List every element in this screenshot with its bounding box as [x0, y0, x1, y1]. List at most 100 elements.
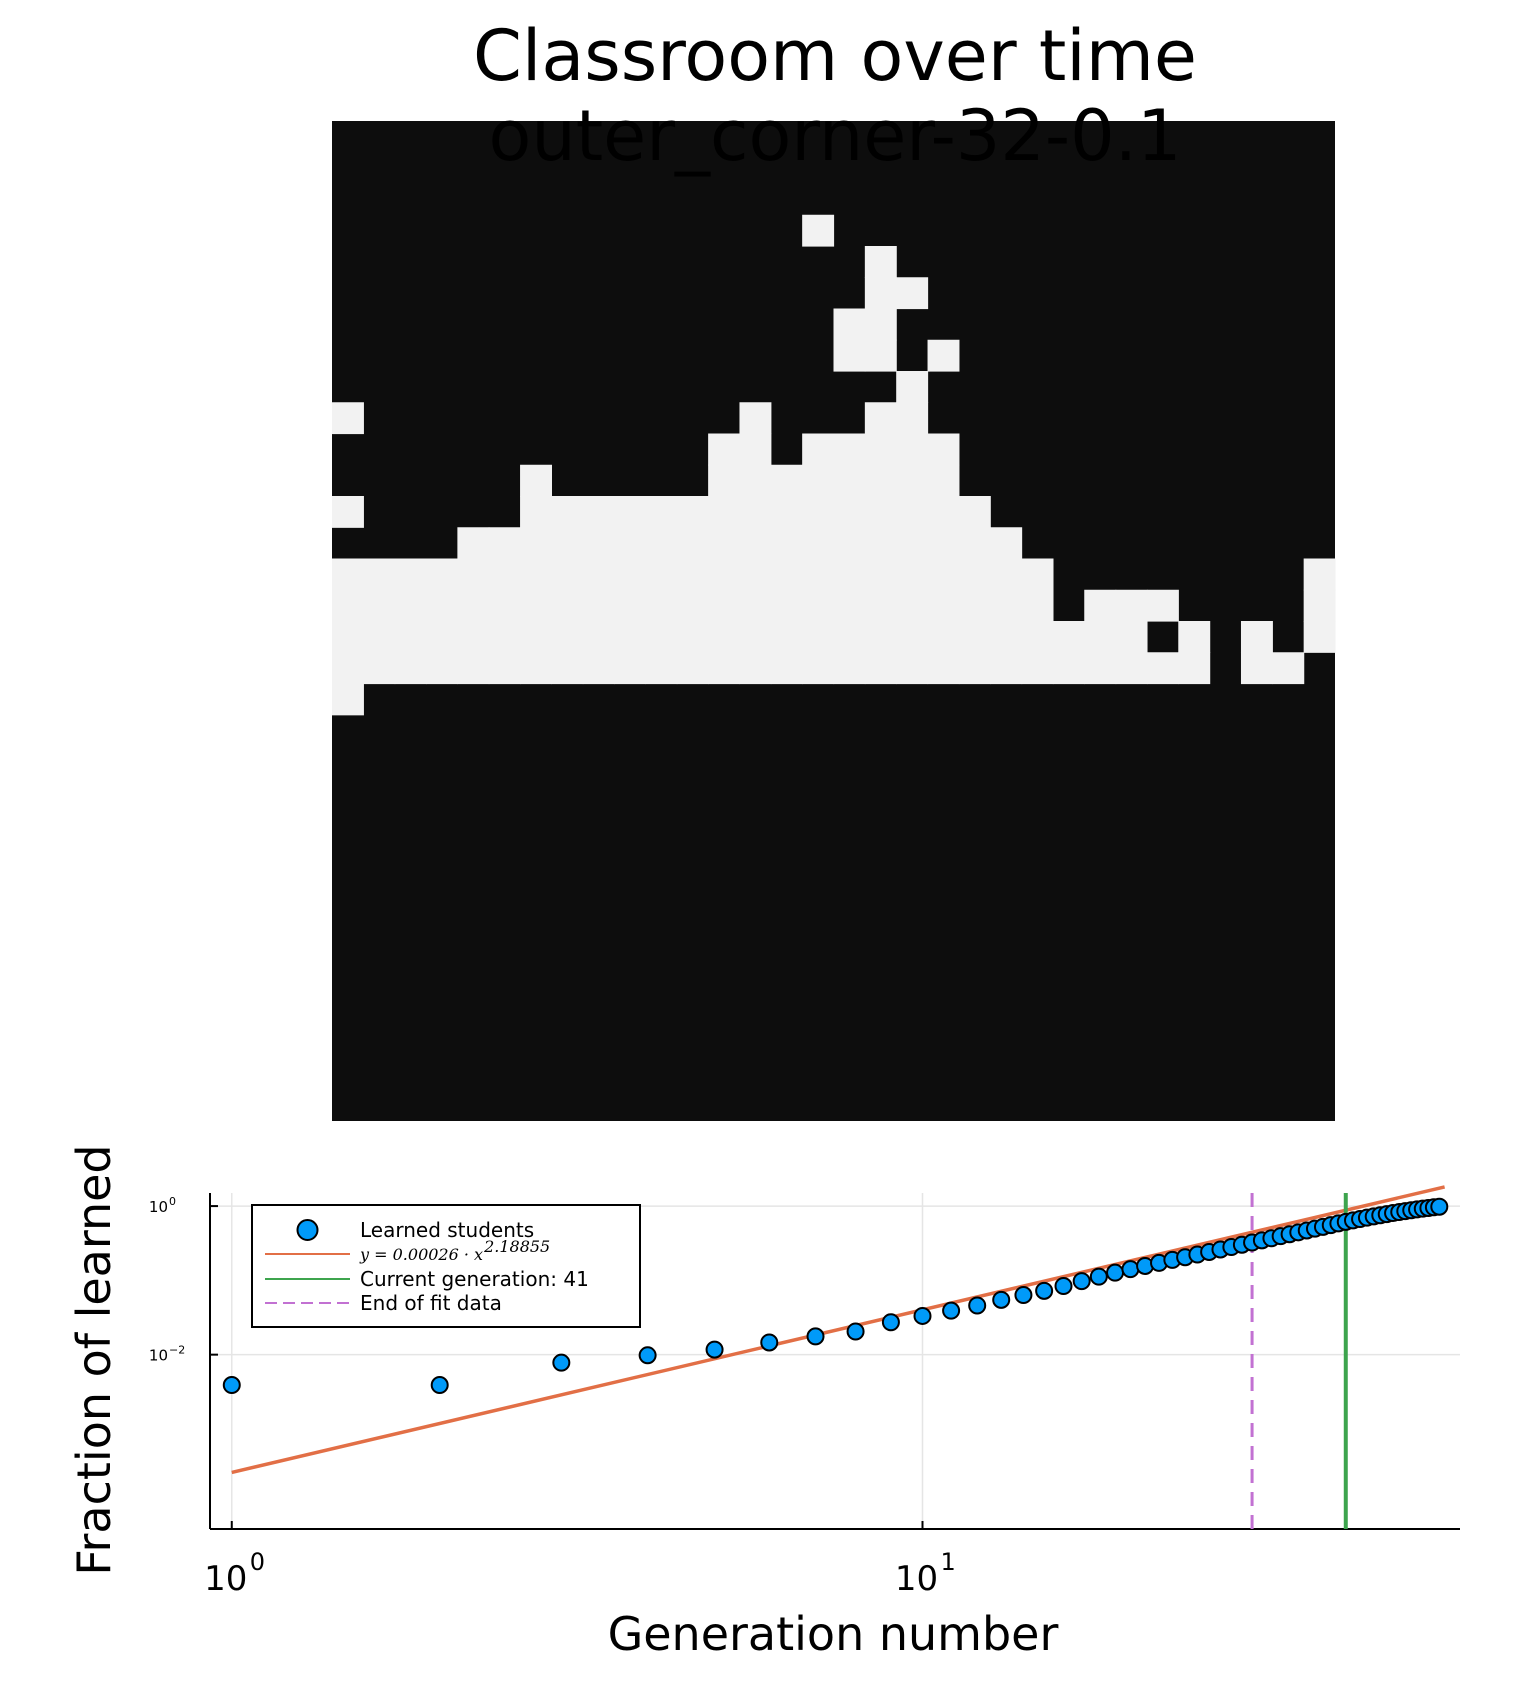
- heatmap-cell: [614, 589, 647, 622]
- heatmap-cell: [896, 277, 929, 310]
- heatmap-cell: [927, 464, 960, 497]
- heatmap-cell: [1021, 621, 1054, 653]
- heatmap-cell: [520, 527, 552, 560]
- data-point: [638, 1346, 657, 1365]
- heatmap-cell: [394, 558, 427, 591]
- heatmap-cell: [833, 496, 866, 528]
- heatmap-cell: [1084, 652, 1117, 685]
- heatmap-cell: [802, 558, 835, 591]
- heatmap-cell: [551, 589, 584, 622]
- heatmap-cell: [457, 621, 490, 653]
- heatmap-cell: [645, 558, 678, 591]
- heatmap-cell: [958, 621, 991, 653]
- heatmap-cell: [802, 621, 835, 653]
- heatmap-cell: [394, 589, 427, 622]
- heatmap-cell: [582, 558, 615, 591]
- heatmap-cell: [958, 527, 991, 560]
- heatmap-cell: [332, 621, 364, 653]
- heatmap-cell: [770, 464, 803, 497]
- data-point: [1089, 1267, 1108, 1286]
- heatmap-cell: [457, 527, 490, 560]
- heatmap-cell: [833, 621, 866, 653]
- heatmap-cell: [645, 527, 678, 560]
- heatmap-cell: [896, 621, 929, 653]
- legend-label-fit: y = 0.00026 · x: [359, 1245, 483, 1264]
- data-point: [806, 1327, 825, 1346]
- heatmap-cell: [1084, 621, 1117, 653]
- heatmap-cell: [927, 339, 960, 372]
- heatmap-cell: [802, 589, 835, 622]
- heatmap-cell: [708, 652, 741, 685]
- legend-label: Current generation: 41: [360, 1267, 589, 1291]
- heatmap-cell: [1084, 589, 1117, 622]
- heatmap-cell: [958, 589, 991, 622]
- data-point: [1072, 1272, 1091, 1291]
- heatmap-cell: [614, 496, 647, 528]
- heatmap-cell: [739, 464, 772, 497]
- heatmap-cell: [770, 527, 803, 560]
- heatmap-cell: [990, 558, 1023, 591]
- heatmap-cell: [520, 496, 552, 528]
- heatmap-cell: [332, 402, 364, 435]
- heatmap-cell: [1115, 652, 1148, 685]
- heatmap-cell: [708, 558, 741, 591]
- y-tick-exponent: 0: [169, 1195, 176, 1208]
- heatmap-cell: [551, 496, 584, 528]
- plot-series: [222, 1185, 1449, 1529]
- heatmap-cell: [676, 652, 709, 685]
- heatmap-cell: [394, 621, 427, 653]
- heatmap-cell: [833, 652, 866, 685]
- heatmap-cell: [426, 621, 458, 653]
- heatmap-cell: [833, 527, 866, 560]
- heatmap-cell: [864, 433, 897, 466]
- heatmap-cell: [332, 496, 364, 528]
- heatmap-cell: [864, 339, 897, 372]
- heatmap-cell: [802, 496, 835, 528]
- legend-label-fit-exponent: 2.18855: [483, 1237, 550, 1256]
- heatmap-cell: [739, 652, 772, 685]
- data-point: [760, 1333, 779, 1352]
- heatmap-cell: [864, 496, 897, 528]
- x-tick-label: 10: [204, 1559, 247, 1599]
- data-point: [992, 1290, 1011, 1309]
- data-point: [881, 1313, 900, 1332]
- y-axis-label: Fraction of learned: [67, 1144, 121, 1575]
- heatmap-cell: [990, 621, 1023, 653]
- heatmap-cell: [896, 402, 929, 435]
- heatmap-cell: [614, 558, 647, 591]
- heatmap-cell: [990, 527, 1023, 560]
- heatmap-cell: [645, 496, 678, 528]
- heatmap-cell: [864, 589, 897, 622]
- y-tick-exponent: −2: [169, 1344, 185, 1357]
- plot-tick-labels: 10 0 10 110 010 −2: [149, 1195, 956, 1599]
- heatmap-cell: [739, 621, 772, 653]
- heatmap-cell: [582, 621, 615, 653]
- heatmap-cell: [614, 621, 647, 653]
- heatmap-cell: [896, 558, 929, 591]
- data-point: [222, 1376, 241, 1395]
- heatmap-cell: [1021, 589, 1054, 622]
- heatmap-cell: [833, 308, 866, 341]
- heatmap-cell: [708, 464, 741, 497]
- heatmap-cell: [770, 652, 803, 685]
- legend-swatch-points: [296, 1219, 319, 1241]
- legend-label: End of fit data: [360, 1291, 502, 1315]
- heatmap-cell: [551, 652, 584, 685]
- heatmap-cell: [739, 496, 772, 528]
- heatmap-cell: [645, 621, 678, 653]
- heatmap-cell: [927, 652, 960, 685]
- heatmap-cell: [488, 558, 521, 591]
- heatmap-cell: [676, 589, 709, 622]
- heatmap-cell: [770, 558, 803, 591]
- heatmap-cell: [990, 652, 1023, 685]
- data-point: [846, 1322, 865, 1341]
- heatmap-cell: [864, 464, 897, 497]
- heatmap-cell: [802, 433, 835, 466]
- heatmap-cell: [551, 527, 584, 560]
- heatmap-cell: [739, 402, 772, 435]
- heatmap-cell: [770, 589, 803, 622]
- heatmap-cell: [332, 683, 364, 716]
- x-axis-label: Generation number: [608, 1607, 1059, 1661]
- data-point: [913, 1306, 932, 1325]
